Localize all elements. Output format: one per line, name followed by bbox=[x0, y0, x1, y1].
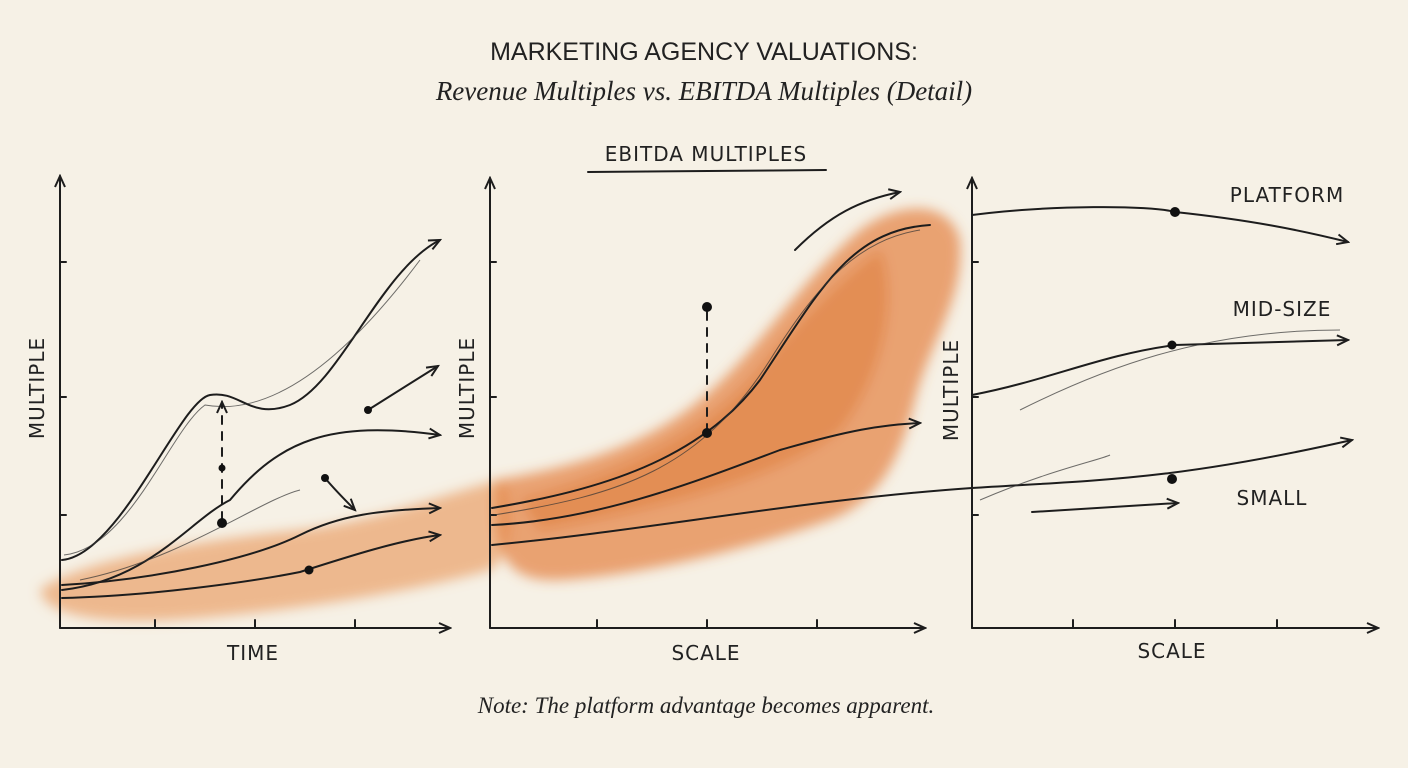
subtitle: Revenue Multiples vs. EBITDA Multiples (… bbox=[435, 76, 972, 106]
title: MARKETING AGENCY VALUATIONS: bbox=[490, 38, 918, 66]
panel-3: PLATFORM MID-SIZE SMALL MULTIPLE SCALE bbox=[939, 178, 1378, 663]
series-label: PLATFORM bbox=[1230, 183, 1344, 207]
series-label: SMALL bbox=[1237, 486, 1308, 510]
x-axis-label: SCALE bbox=[1137, 639, 1206, 663]
heading-underline bbox=[587, 169, 827, 173]
panel-1: MULTIPLE TIME bbox=[25, 176, 450, 665]
series-label: MID-SIZE bbox=[1233, 297, 1332, 321]
note: Note: The platform advantage becomes app… bbox=[477, 693, 935, 718]
y-axis-label: MULTIPLE bbox=[455, 337, 479, 439]
y-axis-label: MULTIPLE bbox=[25, 337, 49, 439]
x-axis-label: SCALE bbox=[671, 641, 740, 665]
x-axis-label: TIME bbox=[226, 641, 279, 665]
watercolor-wash bbox=[40, 208, 961, 621]
y-axis-label: MULTIPLE bbox=[939, 339, 963, 441]
panel-heading: EBITDA MULTIPLES bbox=[605, 142, 808, 166]
panel-2: MULTIPLE SCALE bbox=[455, 178, 973, 665]
